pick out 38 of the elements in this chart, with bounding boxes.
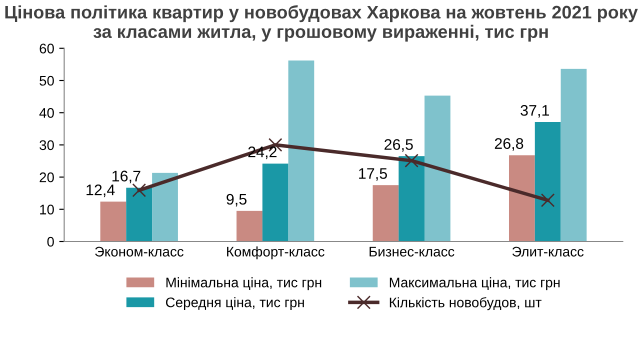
x-tick-label: Элит-класс — [512, 246, 584, 257]
legend-label: Мінімальна ціна, тис грн — [166, 277, 322, 290]
bar — [534, 122, 561, 242]
x-tick-label: Комфорт-класс — [227, 246, 324, 260]
legend-label: Максимальна ціна, тис грн — [390, 277, 560, 290]
y-tick-label: 40 — [39, 108, 54, 118]
bar — [100, 202, 126, 242]
legend-label: Кількість новобудов, шт — [390, 297, 542, 310]
bar — [288, 60, 314, 242]
point — [132, 183, 146, 198]
y-tick-label: 50 — [40, 76, 54, 86]
point — [404, 154, 419, 168]
y-tick-label: 20 — [40, 172, 54, 182]
y-tick-label: 30 — [40, 140, 54, 150]
bar — [398, 156, 425, 242]
y-tick-label: 0 — [47, 236, 54, 247]
bar — [126, 188, 152, 242]
y-tick-label: 10 — [40, 204, 54, 214]
data-label: 9,5 — [226, 194, 247, 206]
bar — [372, 185, 399, 242]
x-tick-label: Бизнес-класс — [370, 246, 454, 257]
data-label: 17,5 — [359, 168, 387, 181]
bar — [508, 155, 535, 242]
legend-label: Середня ціна, тис грн — [166, 297, 304, 310]
data-label: 26,5 — [384, 139, 413, 152]
data-label: 37,1 — [520, 104, 549, 118]
bar — [560, 68, 587, 242]
data-label: 16,7 — [112, 170, 140, 184]
bar — [236, 210, 262, 242]
point — [540, 193, 555, 208]
chart-title: Цінова політика квартир у новобудовах Харкова на жовтень 2021 року за класами житла, у грошовому вираженні, тис грн — [5, 5, 638, 42]
bar — [424, 96, 450, 242]
data-label: 26,8 — [494, 138, 524, 151]
data-label: 12,4 — [86, 184, 115, 198]
x-tick-label: Эконом-класс — [95, 246, 184, 257]
y-tick-label: 60 — [40, 44, 54, 54]
bar — [152, 172, 178, 242]
bar — [262, 164, 288, 242]
